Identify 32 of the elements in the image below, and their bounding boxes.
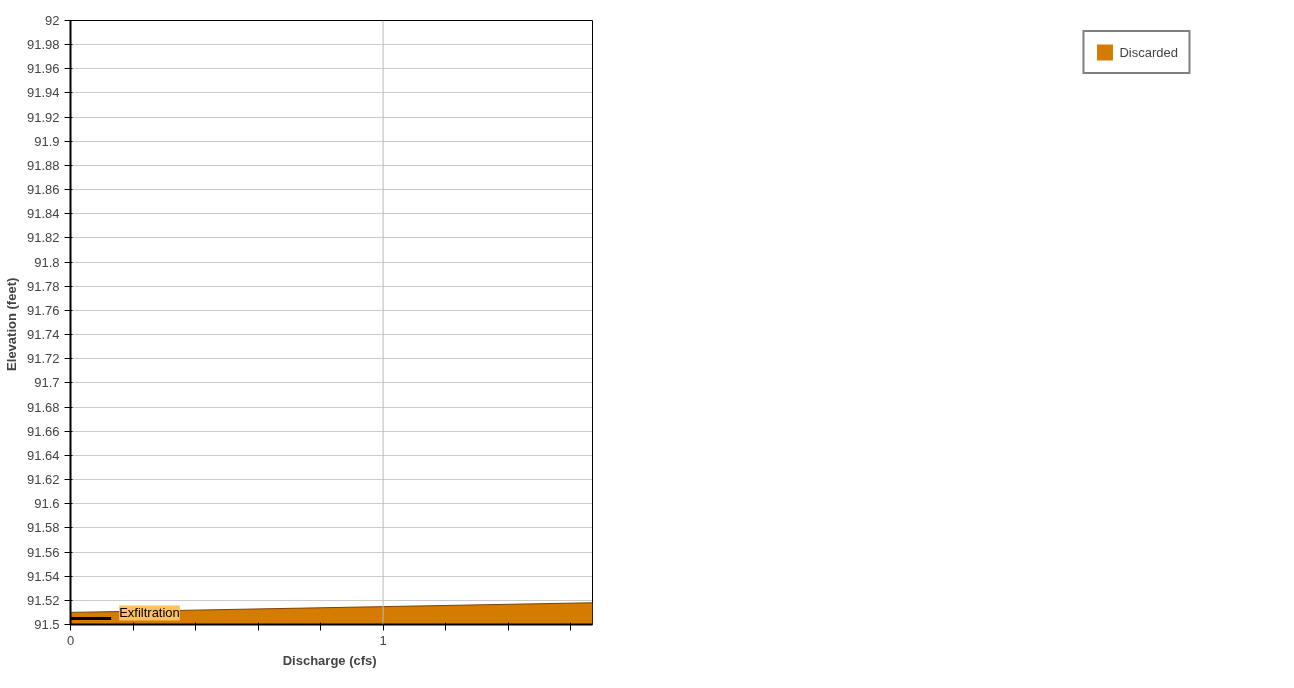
y-tick-label: 91.52	[26, 592, 60, 608]
y-tick-label: 91.62	[26, 472, 60, 488]
y-tick-label: 91.8	[34, 254, 60, 270]
y-tick-label: 91.74	[26, 327, 60, 343]
y-tick-label: 91.86	[26, 182, 60, 198]
y-tick-label: 91.88	[26, 157, 60, 173]
y-tick-label: 91.64	[26, 447, 60, 463]
y-tick-label: 91.54	[26, 568, 60, 584]
y-tick-label: 91.78	[26, 278, 60, 294]
y-tick-label: 91.56	[26, 544, 60, 560]
legend-label: Discarded	[1119, 44, 1178, 60]
y-tick-label: 91.82	[26, 230, 60, 246]
x-tick-label: 1	[379, 632, 387, 648]
y-tick-label: 91.58	[26, 520, 60, 536]
y-tick-label: 91.68	[26, 399, 60, 415]
y-tick-label: 91.5	[34, 617, 60, 632]
y-tick-label: 91.94	[26, 85, 60, 101]
y-tick-label: 91.66	[26, 423, 60, 439]
x-axis-title: Discharge (cfs)	[282, 652, 377, 668]
y-tick-label: 91.7	[34, 375, 60, 391]
y-tick-label: 92	[45, 13, 60, 28]
y-tick-label: 91.84	[26, 206, 60, 222]
y-tick-label: 91.72	[26, 351, 60, 367]
y-tick-label: 91.98	[26, 37, 60, 53]
y-tick-label: 91.96	[26, 61, 60, 77]
y-axis-title: Elevation (feet)	[3, 277, 19, 371]
x-tick-label: 0	[66, 632, 75, 648]
y-tick-label: 91.9	[34, 133, 60, 149]
series-label: Exfiltration	[119, 605, 180, 621]
y-tick-label: 91.92	[26, 109, 60, 125]
y-tick-label: 91.6	[34, 496, 60, 512]
y-tick-label: 91.76	[26, 302, 60, 318]
